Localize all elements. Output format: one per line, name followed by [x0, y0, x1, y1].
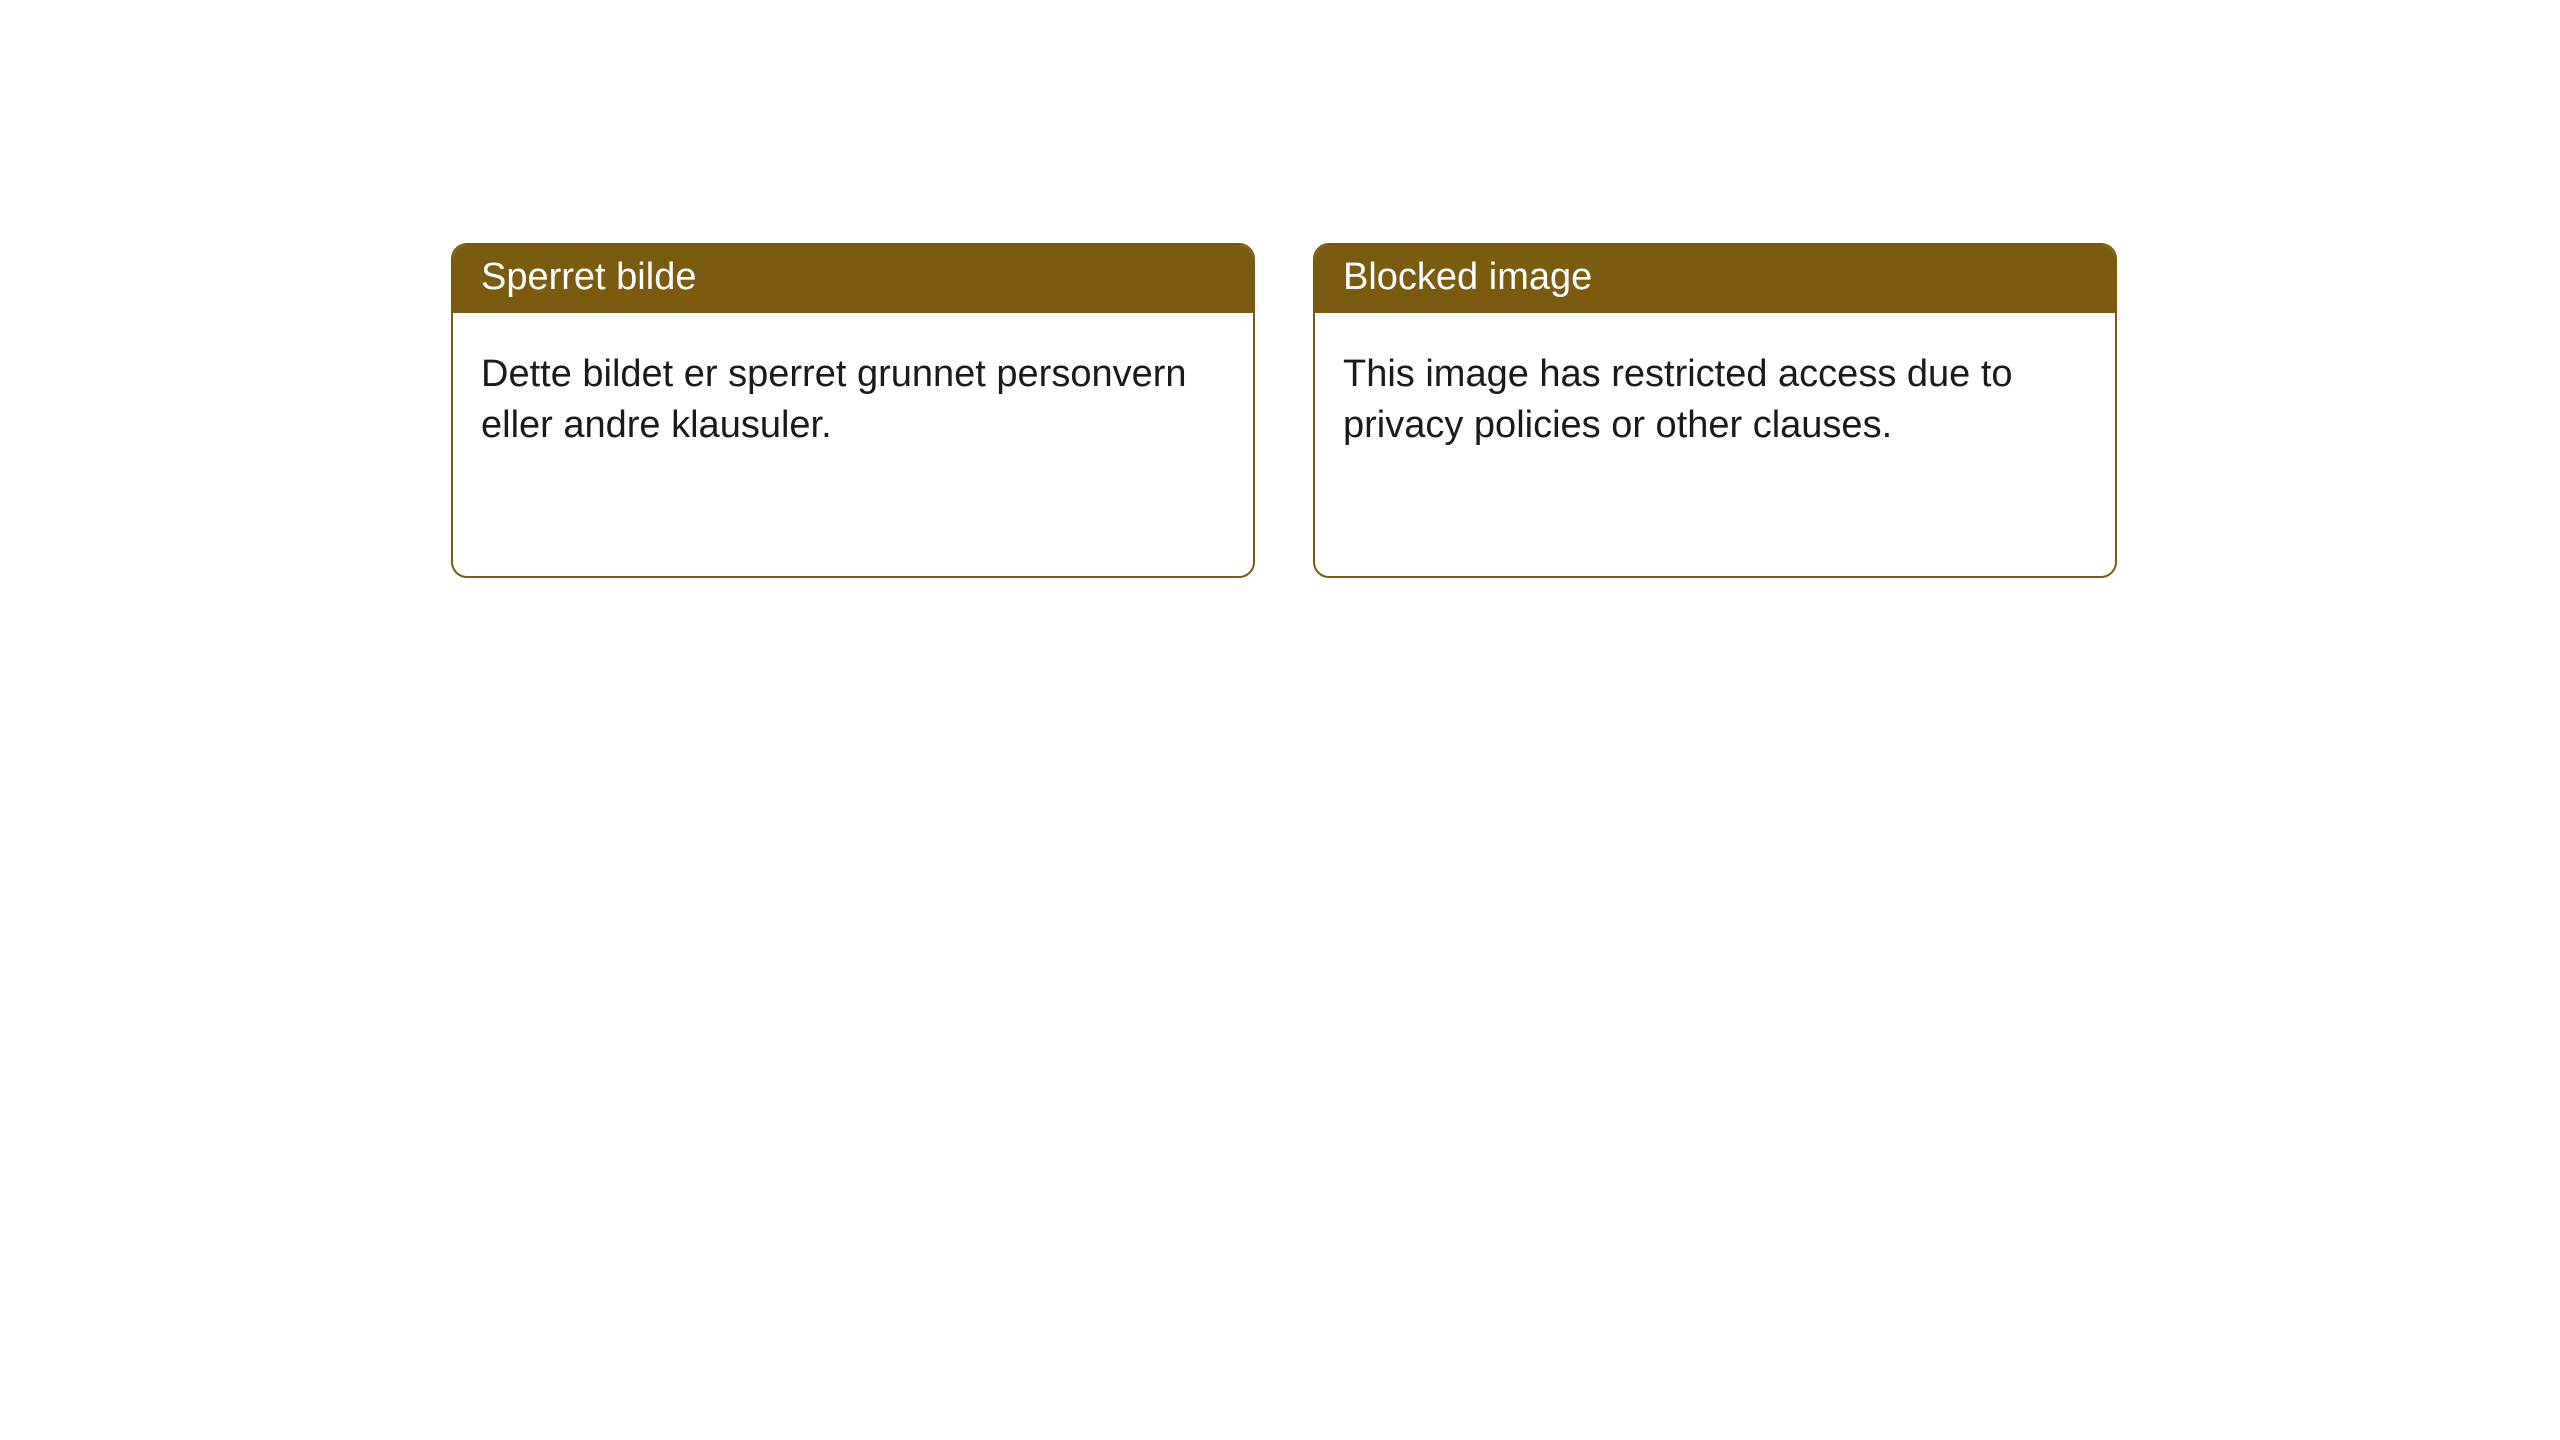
- notice-header: Blocked image: [1315, 245, 2115, 313]
- notice-body: This image has restricted access due to …: [1315, 313, 2115, 488]
- notice-body: Dette bildet er sperret grunnet personve…: [453, 313, 1253, 488]
- notice-card-norwegian: Sperret bilde Dette bildet er sperret gr…: [451, 243, 1255, 578]
- notice-header: Sperret bilde: [453, 245, 1253, 313]
- notice-container: Sperret bilde Dette bildet er sperret gr…: [0, 0, 2560, 578]
- notice-card-english: Blocked image This image has restricted …: [1313, 243, 2117, 578]
